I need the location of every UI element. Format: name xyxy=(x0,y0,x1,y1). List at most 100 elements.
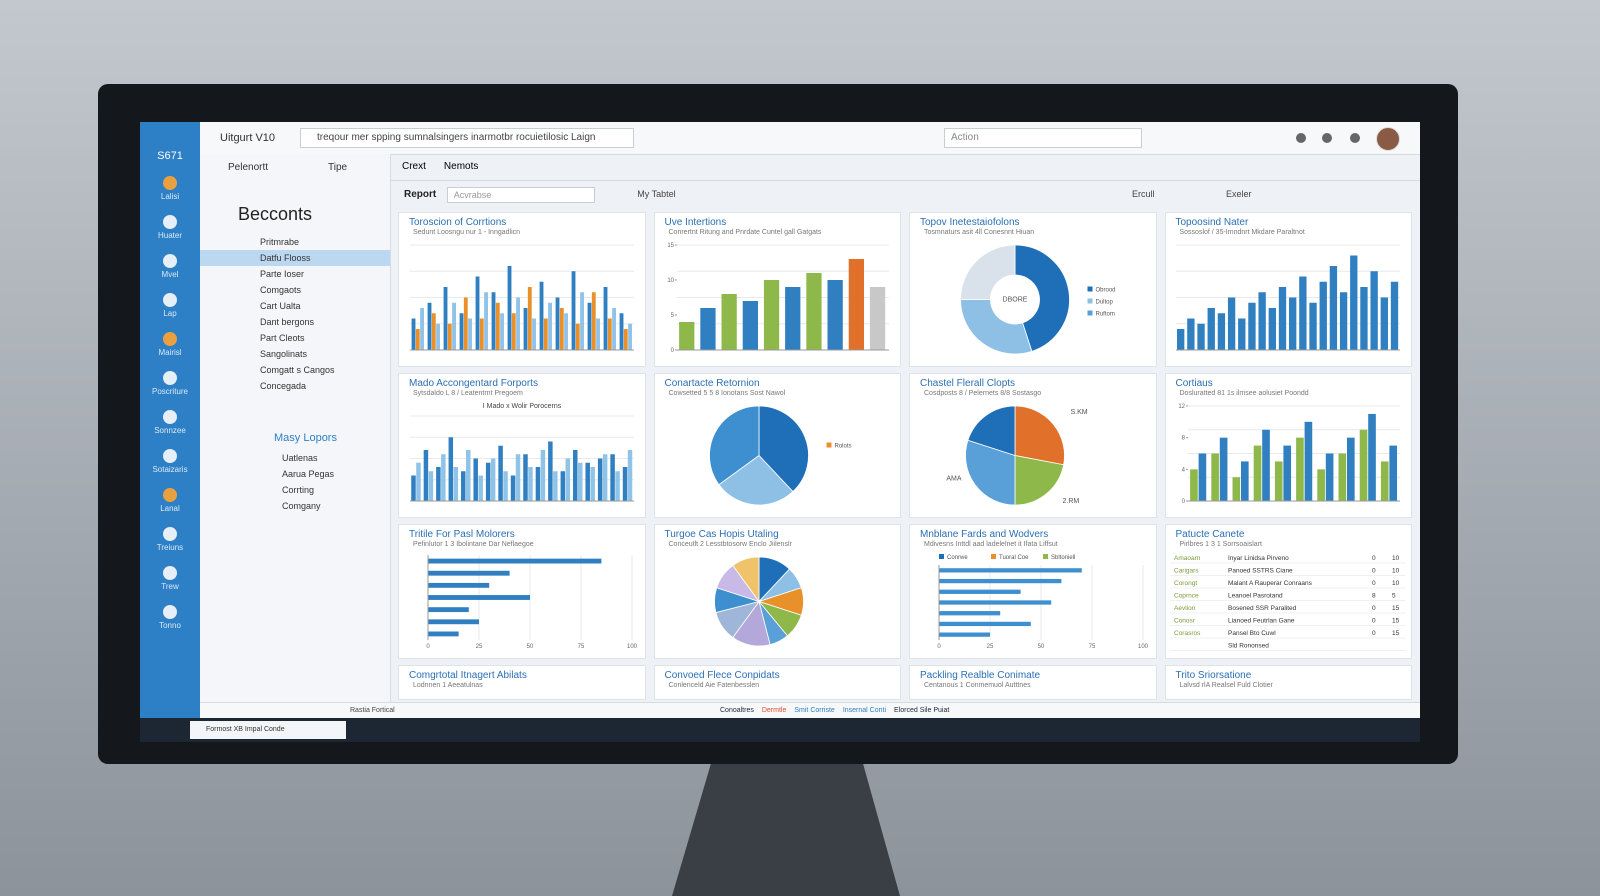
bar xyxy=(539,281,544,350)
table-cell: 15 xyxy=(1392,618,1400,625)
panel[interactable]: Cortiaus Dosluratted 81 1s ilmsee aolusie… xyxy=(1164,373,1412,518)
panel[interactable]: Uve Intertions Conrertnt Ritung and Pnrda… xyxy=(653,212,901,367)
side-item[interactable]: Mvel xyxy=(140,254,200,279)
nav-subitem[interactable]: Aarua Pegas xyxy=(282,469,335,479)
panel[interactable]: Tritile For Pasl Molorers Pefinlutor 1 3 … xyxy=(398,524,646,659)
side-item[interactable]: Sonnzee xyxy=(140,410,200,435)
toolbar-button[interactable]: Ercull xyxy=(1132,189,1155,199)
nav-item[interactable]: Dant bergons xyxy=(260,317,315,327)
nav-section[interactable]: Masy Lopors xyxy=(274,432,337,444)
side-item[interactable]: Mairisl xyxy=(140,332,200,357)
icon[interactable] xyxy=(1296,133,1306,143)
search-box[interactable]: treqour mer spping sumnalsingers inarmot… xyxy=(300,128,634,148)
tab[interactable]: Crext xyxy=(402,161,426,172)
filter-input[interactable]: Acvrabse xyxy=(446,186,595,203)
legend-label: Sbltoniell xyxy=(1051,555,1075,561)
panel[interactable]: Packling Realble Conimate Centanous 1 Con… xyxy=(909,665,1157,700)
nav-item[interactable]: Comgaots xyxy=(260,285,302,295)
side-label: Sonnzee xyxy=(154,426,186,435)
nav-item[interactable]: Comgatt s Cangos xyxy=(260,365,335,375)
panel[interactable]: Topov Inetestaiofolons Tosmnaturs asit 4l… xyxy=(909,212,1157,367)
panel[interactable]: Mado Accongentard Forports Sytsdaldo L 8 … xyxy=(398,373,646,518)
screen: S671 Lalisi Huater Mvel Lap Mairisl Poscritur… xyxy=(140,122,1420,742)
nav-item[interactable]: Part Cleots xyxy=(260,333,305,343)
report-label: Report xyxy=(404,189,437,200)
nav-item[interactable]: Sangolinats xyxy=(260,349,308,359)
monitor-stand xyxy=(672,760,900,896)
panel[interactable]: Chastel Flerall Clopts Cosdposts 8 / Pele… xyxy=(909,373,1157,518)
nav-item[interactable]: Datfu Flooss xyxy=(200,250,390,266)
bar xyxy=(498,445,503,501)
nav-item[interactable]: Parte Ioser xyxy=(260,269,305,279)
app-menu[interactable]: Uitgurt V10 xyxy=(220,132,276,144)
panel[interactable]: Toroscion of Corrtions Sedunt Loosngu nur… xyxy=(398,212,646,367)
bar xyxy=(721,294,738,350)
nav-head[interactable]: Tipe xyxy=(328,162,348,173)
bar xyxy=(1296,437,1305,501)
side-icon xyxy=(163,254,177,268)
panel[interactable]: Trito Sriorsatione Lalvsd rlA Realsel Ful… xyxy=(1164,665,1412,700)
x-tick-label: 25 xyxy=(475,644,482,650)
side-item[interactable]: Trew xyxy=(140,566,200,591)
panel[interactable]: Mnblane Fards and Wodvers Mdivesns Inttdl… xyxy=(909,524,1157,659)
action-box[interactable]: Action xyxy=(944,128,1142,148)
side-item[interactable]: Poscriture xyxy=(140,371,200,396)
panel[interactable]: Comgrtotal Itnagert Abilats Lodnnen 1 Aee… xyxy=(398,665,646,700)
icon[interactable] xyxy=(1350,133,1360,143)
legend-label: Tuoral Coe xyxy=(999,555,1029,561)
panel[interactable]: Convoed Flece Conpidats Conlenceld Aie Fa… xyxy=(653,665,901,700)
chart-note: I Mado x Wolir Porocerns xyxy=(483,403,562,410)
side-item[interactable]: Sotaizaris xyxy=(140,449,200,474)
table-cell: 8 xyxy=(1372,593,1376,600)
table-cell: Coprnce xyxy=(1174,593,1199,600)
bar xyxy=(447,323,452,350)
bar xyxy=(1368,413,1377,501)
icon[interactable] xyxy=(1322,133,1332,143)
nav-subitem[interactable]: Corrting xyxy=(282,485,315,495)
bar xyxy=(1391,281,1399,350)
nav-subitem[interactable]: Uatlenas xyxy=(282,453,318,463)
table-cell: Amaoarn xyxy=(1174,555,1201,562)
table-link[interactable]: My Tabtel xyxy=(637,189,676,199)
brand: S671 xyxy=(157,150,183,162)
bar xyxy=(603,287,608,350)
side-item[interactable]: Lanal xyxy=(140,488,200,513)
nav-head[interactable]: Pelenortt xyxy=(228,162,269,173)
panel-title: Comgrtotal Itnagert Abilats xyxy=(409,670,527,681)
side-item[interactable]: Lalisi xyxy=(140,176,200,201)
panel-title: Topov Inetestaiofolons xyxy=(920,217,1020,228)
bar xyxy=(700,308,716,350)
bar xyxy=(559,308,564,350)
bar xyxy=(571,271,576,350)
nav-item[interactable]: Cart Ualta xyxy=(260,301,301,311)
nav-item[interactable]: Pritmrabe xyxy=(260,237,300,247)
bar xyxy=(543,318,548,350)
side-item[interactable]: Huater xyxy=(140,215,200,240)
task-button[interactable]: Formost XB Impal Conde xyxy=(190,721,346,739)
avatar[interactable] xyxy=(1376,127,1400,151)
table-cell: Inyar Linidsa Pirveno xyxy=(1228,555,1289,562)
legend-label: Conrwe xyxy=(947,555,968,561)
panel-title: Tritile For Pasl Molorers xyxy=(409,529,515,540)
bar xyxy=(1309,302,1317,350)
panel-title: Chastel Flerall Clopts xyxy=(920,378,1016,389)
panel-title: Topoosind Nater xyxy=(1175,217,1249,228)
panel[interactable]: Conartacte Retornion Cowsetted 5 5 8 Iono… xyxy=(653,373,901,518)
panel[interactable]: Turgoe Cas Hopis Utaling Conceutlt 2 Less… xyxy=(653,524,901,659)
bar xyxy=(1360,287,1368,350)
panel-subtitle: Lalvsd rlA Realsel Fuld Clotier xyxy=(1179,682,1273,689)
bar xyxy=(478,475,483,501)
tab[interactable]: Nemots xyxy=(443,161,479,172)
panel[interactable]: Topoosind Nater Sossoslof / 35-Imndnrt Mk… xyxy=(1164,212,1412,367)
toolbar-button[interactable]: Exeler xyxy=(1226,189,1252,199)
side-item[interactable]: Treiuns xyxy=(140,527,200,552)
nav-subitem[interactable]: Comgany xyxy=(282,501,321,511)
side-item[interactable]: Lap xyxy=(140,293,200,318)
side-item[interactable]: Tonno xyxy=(140,605,200,630)
slice xyxy=(967,405,1016,457)
bar xyxy=(627,323,632,350)
panel[interactable]: Patucte Canete Pirlbres 1 3 1 Sorrsoaisla… xyxy=(1164,524,1412,659)
nav-item[interactable]: Concegada xyxy=(260,381,307,391)
sidebar: S671 Lalisi Huater Mvel Lap Mairisl Poscritur… xyxy=(140,122,200,718)
bar xyxy=(1198,453,1207,501)
